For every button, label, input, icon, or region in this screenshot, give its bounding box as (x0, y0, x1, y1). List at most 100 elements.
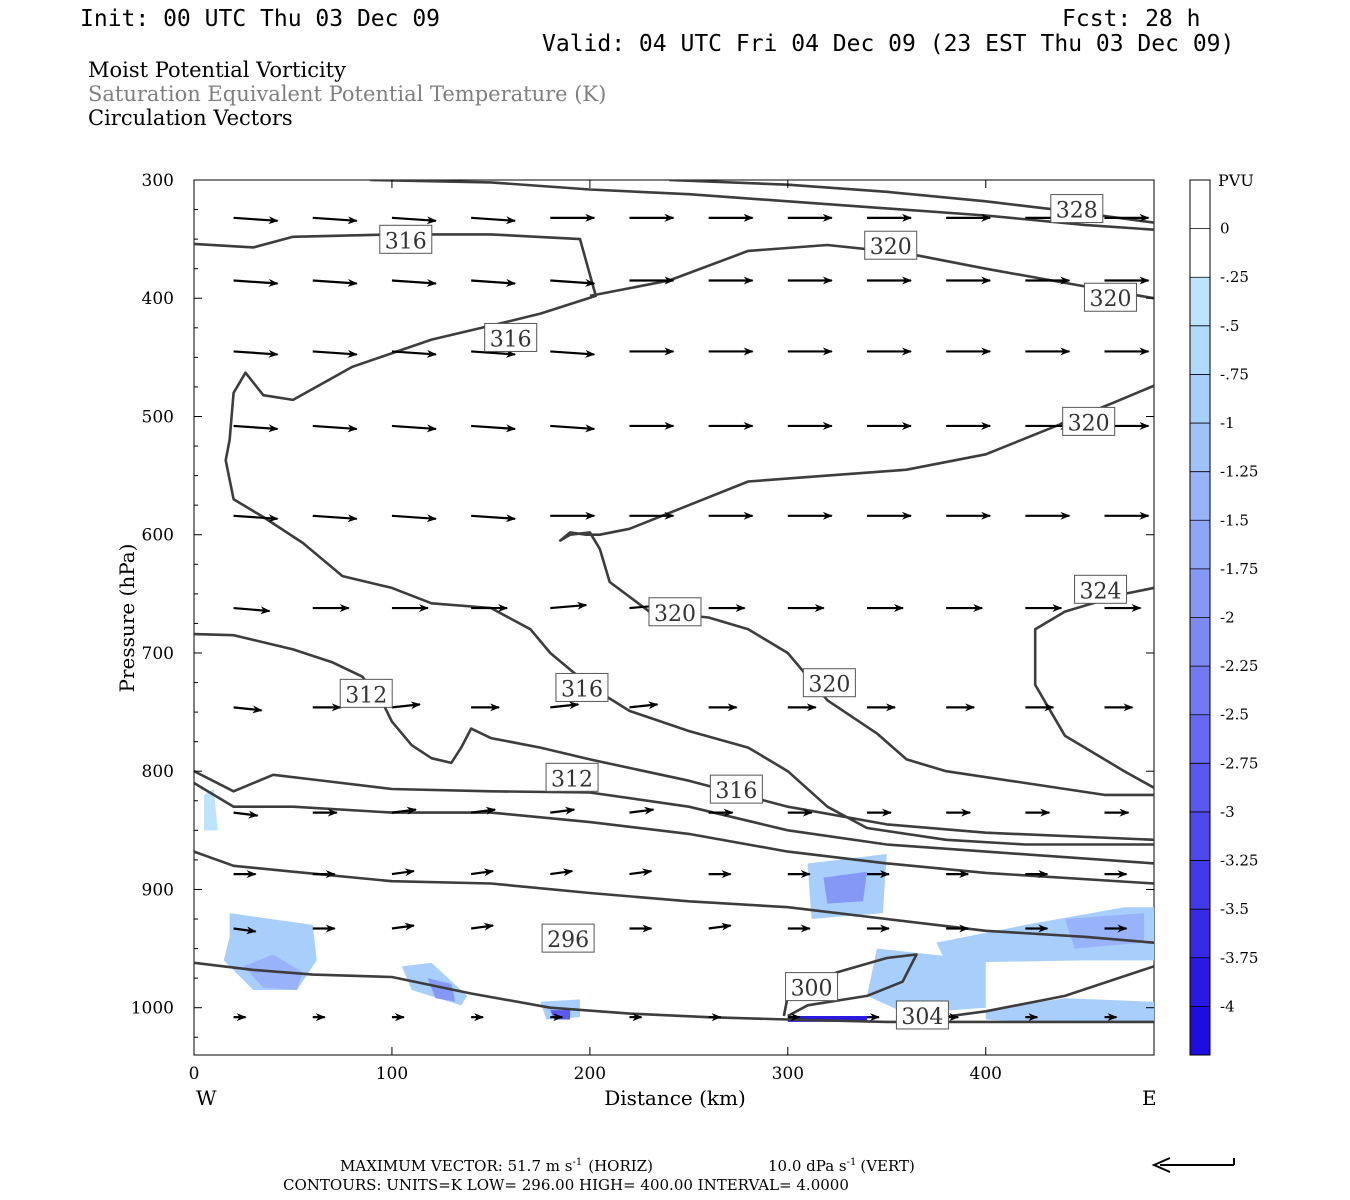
contour-label-box-15 (895, 1000, 949, 1030)
contour-label-box-4 (484, 322, 538, 352)
colorbar-swatch-11 (1190, 714, 1210, 764)
colorbar-swatch-6 (1190, 471, 1210, 521)
reference-vector-arrow (1151, 1157, 1235, 1173)
colorbar-label-14: -3.5 (1220, 900, 1249, 918)
contour-label-7: 320 (648, 597, 702, 627)
contour-label-text-4: 316 (490, 327, 532, 352)
colorbar-label-4: -1 (1220, 414, 1235, 432)
vector-9-6 (708, 922, 732, 931)
contour-label-1: 316 (379, 224, 433, 254)
axes: 300 400 500 600 700 800 900 1000 0 100 200 300 400 (131, 171, 1154, 1084)
colorbar-label-6: -1.5 (1220, 511, 1249, 529)
y-tick-label-0: 300 (142, 171, 174, 191)
vector-2-2 (391, 349, 437, 358)
contour-label-13: 296 (541, 923, 595, 953)
pv-colorbar: 0 -.25 -.5 -.75 -1 -1.25 -1.5 -1.75 -2 -2.25 -2.5 -… (1189, 179, 1258, 1056)
contour-label-5: 320 (1062, 406, 1116, 436)
x-tick-label-4: 400 (970, 1064, 1002, 1084)
colorbar-label-2: -.5 (1220, 317, 1239, 335)
vector-7-5 (629, 806, 655, 815)
colorbar-label-8: -2 (1220, 609, 1235, 627)
field-title-thetae: Saturation Equivalent Potential Temperat… (88, 82, 606, 106)
contour-labels: 328 316 320 320 316 320 324 320 312 316 320 312 316 2… (339, 194, 1137, 1030)
contour-label-9: 316 (555, 672, 609, 702)
contour-label-text-11: 312 (551, 767, 593, 792)
colorbar-swatch-3 (1190, 325, 1210, 375)
vector-5-0 (233, 606, 271, 615)
theta-e-contour-6 (194, 632, 1154, 842)
x-axis-west-label: W (196, 1086, 217, 1110)
x-axis-label: Distance (km) (604, 1086, 746, 1110)
y-tick-label-2: 500 (142, 407, 174, 427)
colorbar-label-7: -1.75 (1220, 560, 1258, 578)
colorbar-label-9: -2.25 (1220, 657, 1258, 675)
pv-shade-11 (866, 948, 986, 1014)
contour-label-box-7 (648, 597, 702, 627)
vector-3-4 (550, 424, 596, 433)
colorbar-label-11: -2.75 (1220, 754, 1258, 772)
contour-label-14: 300 (785, 972, 839, 1002)
vector-0-2 (391, 216, 437, 225)
vector-7-2 (391, 806, 417, 815)
colorbar-swatch-5 (1190, 423, 1210, 473)
vector-8-5 (629, 868, 653, 877)
contour-label-6: 324 (1074, 574, 1128, 604)
vector-4-3 (471, 514, 517, 523)
vector-1-4 (550, 278, 596, 287)
colorbar-label-16: -4 (1220, 997, 1235, 1015)
y-tick-label-1: 400 (142, 289, 174, 309)
vector-5-4 (550, 601, 588, 610)
x-axis-east-label: E (1142, 1086, 1157, 1110)
contour-label-2: 320 (864, 230, 918, 260)
colorbar-label-5: -1.25 (1220, 463, 1258, 481)
field-title-mpv: Moist Potential Vorticity (88, 58, 346, 82)
contour-label-box-13 (541, 923, 595, 953)
colorbar-swatch-17 (1190, 1006, 1210, 1056)
colorbar-swatch-7 (1190, 520, 1210, 570)
contour-label-text-1: 316 (385, 229, 427, 254)
contour-label-box-12 (709, 774, 763, 804)
y-axis-label: Pressure (hPa) (115, 544, 139, 693)
colorbar-swatch-9 (1190, 617, 1210, 667)
vector-7-0 (233, 810, 259, 819)
vector-0-3 (471, 216, 517, 225)
vector-2-4 (550, 349, 596, 358)
vector-3-2 (391, 424, 437, 433)
colorbar-label-0: 0 (1220, 220, 1230, 238)
contour-label-text-9: 316 (561, 677, 603, 702)
colorbar-label-12: -3 (1220, 803, 1235, 821)
colorbar-swatch-16 (1190, 957, 1210, 1007)
colorbar-label-3: -.75 (1220, 365, 1249, 383)
contour-label-box-9 (555, 672, 609, 702)
contour-label-box-1 (379, 224, 433, 254)
field-title-vectors: Circulation Vectors (88, 106, 293, 130)
y-tick-label-5: 800 (142, 762, 174, 782)
theta-e-contour-7 (194, 770, 1154, 865)
contour-label-box-5 (1062, 406, 1116, 436)
pv-shade-2 (203, 788, 218, 831)
contour-label-box-8 (339, 678, 393, 708)
x-tick-label-3: 300 (772, 1064, 804, 1084)
y-tick-label-6: 900 (142, 880, 174, 900)
vector-4-0 (233, 514, 279, 523)
contour-label-text-5: 320 (1068, 411, 1110, 436)
contour-label-box-11 (545, 762, 599, 792)
vector-2-1 (312, 349, 358, 358)
contour-label-0: 328 (1050, 194, 1104, 224)
contour-label-text-8: 312 (345, 683, 387, 708)
vector-2-0 (233, 349, 279, 358)
contour-label-11: 312 (545, 762, 599, 792)
vector-1-2 (391, 278, 437, 287)
contour-label-10: 320 (802, 668, 856, 698)
y-tick-label-7: 1000 (131, 999, 174, 1019)
contour-label-box-3 (1083, 282, 1137, 312)
contour-label-box-6 (1074, 574, 1128, 604)
vector-6-0 (233, 705, 263, 714)
contour-label-15: 304 (895, 1000, 949, 1030)
init-time: Init: 00 UTC Thu 03 Dec 09 (80, 6, 440, 32)
contour-label-4: 316 (484, 322, 538, 352)
contour-label-text-3: 320 (1089, 287, 1131, 312)
contour-label-text-6: 324 (1080, 579, 1122, 604)
vector-1-3 (471, 278, 517, 287)
